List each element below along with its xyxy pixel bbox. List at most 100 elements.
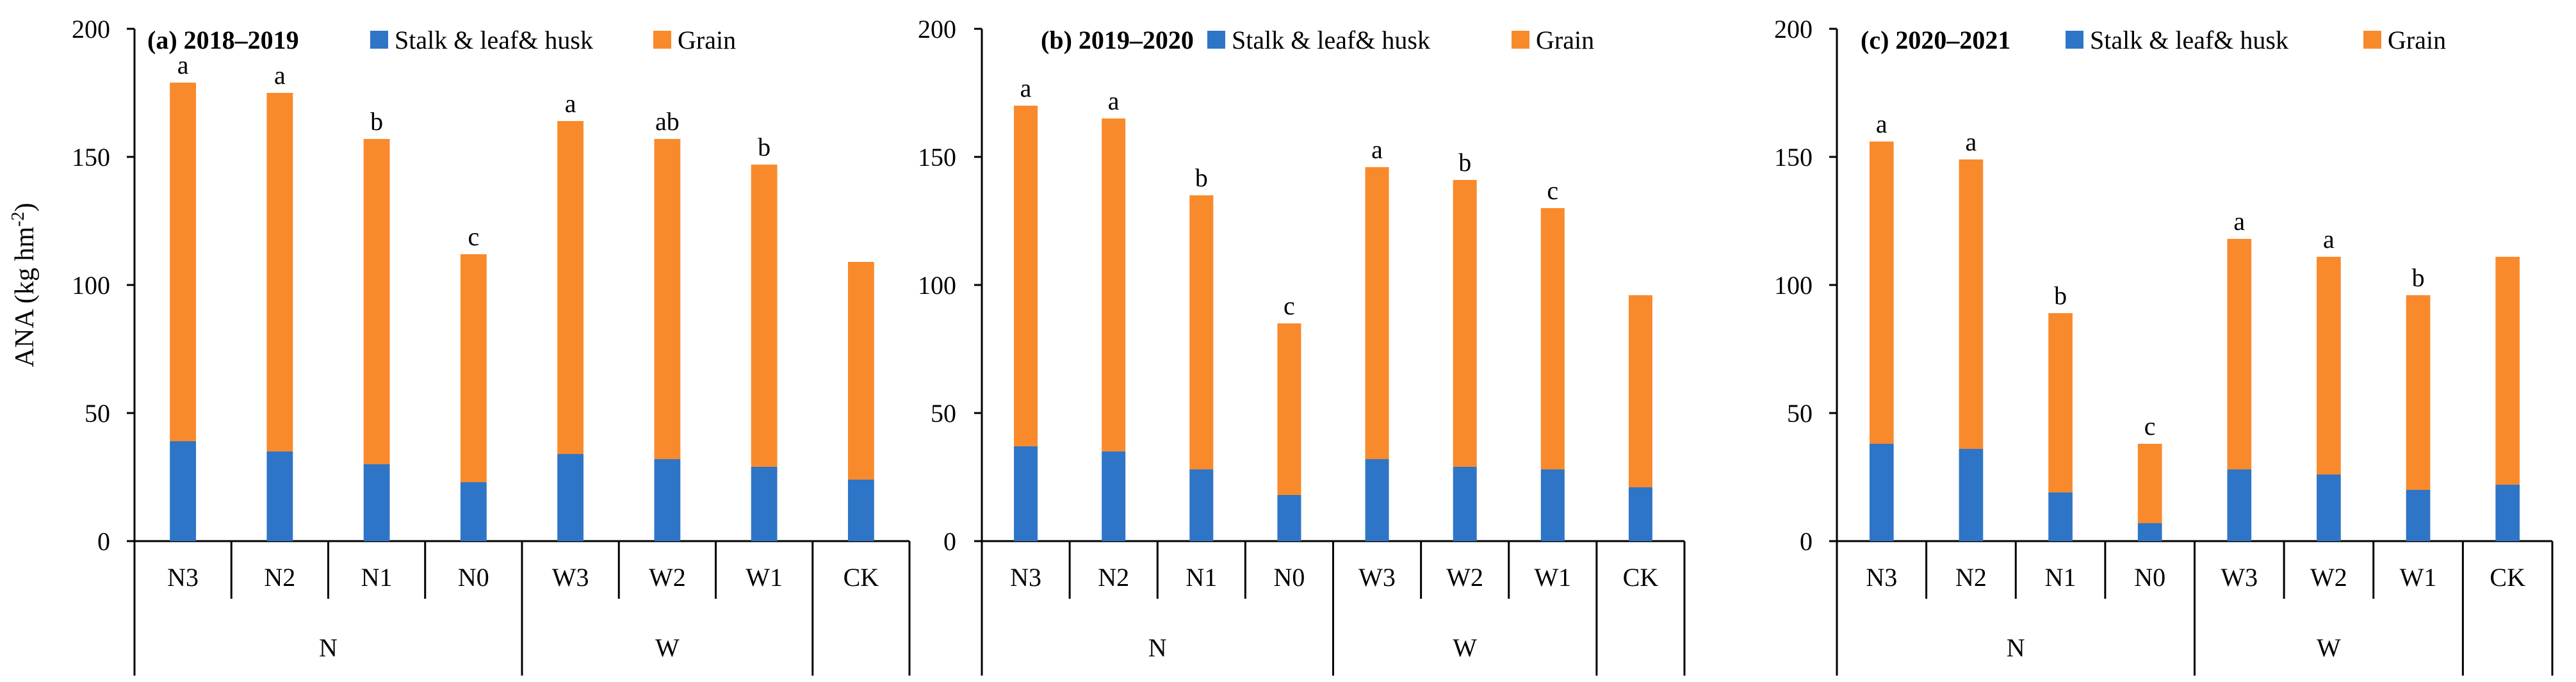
y-tick-label: 50 — [1787, 399, 1813, 428]
category-label: N0 — [2134, 563, 2165, 592]
significance-label: a — [1876, 110, 1887, 138]
bar-stalk-leaf-husk-n2 — [1102, 451, 1126, 541]
category-label: W2 — [2310, 563, 2347, 592]
bar-stalk-leaf-husk-n2 — [266, 451, 293, 541]
significance-label: b — [370, 107, 383, 136]
bar-grain-n0 — [2137, 444, 2162, 523]
y-tick-label: 100 — [918, 271, 956, 300]
y-tick-label: 150 — [72, 143, 110, 172]
category-label: W2 — [1446, 563, 1483, 592]
legend-label-stalk-leaf-husk: Stalk & leaf& husk — [1232, 26, 1430, 54]
category-label: N2 — [1098, 563, 1129, 592]
significance-label: c — [1547, 176, 1558, 205]
bar-stalk-leaf-husk-n1 — [1189, 469, 1214, 541]
group-label: W — [1453, 633, 1477, 662]
significance-label: a — [2233, 207, 2245, 236]
y-axis-title-close: ) — [10, 203, 40, 212]
bar-grain-w2 — [1453, 180, 1477, 467]
bar-grain-w3 — [2227, 239, 2252, 469]
category-label: N2 — [1955, 563, 1987, 592]
category-label: N3 — [167, 563, 199, 592]
bar-stalk-leaf-husk-w2 — [654, 459, 681, 541]
panel-label: (c) — [1861, 26, 1895, 54]
bar-stalk-leaf-husk-ck — [847, 480, 874, 541]
panel-year: 2018–2019 — [184, 26, 299, 54]
bar-grain-n3 — [1869, 142, 1894, 444]
chart-panel-1: 0 50 100 150 200 a N3 a N2 b N1 c N0 a W3 ab W2 b W1 CK N W (a… — [8, 15, 911, 676]
bar-grain-ck — [1628, 295, 1652, 487]
category-label: N1 — [2045, 563, 2076, 592]
legend-label-stalk-leaf-husk: Stalk & leaf& husk — [2090, 26, 2288, 54]
significance-label: a — [1020, 74, 1032, 102]
bar-stalk-leaf-husk-w3 — [2227, 469, 2252, 541]
category-label: N1 — [361, 563, 393, 592]
panel-year: 2020–2021 — [1895, 26, 2010, 54]
group-label: W — [2317, 633, 2341, 662]
group-label: N — [1148, 633, 1167, 662]
bar-grain-w3 — [557, 121, 584, 454]
significance-label: b — [758, 133, 770, 161]
significance-label: c — [1284, 291, 1295, 320]
bar-stalk-leaf-husk-n0 — [460, 482, 487, 541]
legend: Stalk & leaf& husk Grain — [2066, 26, 2446, 54]
bar-stalk-leaf-husk-w1 — [751, 467, 778, 541]
bar-stalk-leaf-husk-w3 — [1365, 459, 1389, 541]
legend: Stalk & leaf& husk Grain — [370, 26, 736, 54]
y-tick-label: 200 — [918, 15, 956, 44]
bar-stalk-leaf-husk-n3 — [1869, 444, 1894, 541]
significance-label: a — [2323, 225, 2335, 254]
category-label: W1 — [2400, 563, 2437, 592]
significance-label: c — [2144, 412, 2156, 441]
bar-grain-w1 — [751, 165, 778, 467]
significance-label: a — [274, 61, 286, 90]
bar-grain-n1 — [1189, 195, 1214, 469]
category-label: N3 — [1010, 563, 1041, 592]
y-tick-label: 50 — [85, 399, 110, 428]
panel-title: (b) 2019–2020 — [1041, 26, 1194, 54]
significance-label: a — [1371, 135, 1383, 164]
legend: Stalk & leaf& husk Grain — [1207, 26, 1594, 54]
category-label: N2 — [264, 563, 295, 592]
significance-label: a — [1966, 127, 1977, 156]
bar-grain-n3 — [1014, 106, 1038, 446]
category-label: W1 — [1534, 563, 1571, 592]
chart-panel-3: 0 50 100 150 200 a N3 a N2 b N1 c N0 a W3 a W2 b W1 CK N W (c)… — [1774, 15, 2554, 676]
group-label: N — [319, 633, 338, 662]
y-axis-title: ANA (kg hm-2) — [8, 203, 40, 368]
y-tick-label: 0 — [943, 527, 956, 556]
category-label: W1 — [746, 563, 783, 592]
legend-label-stalk-leaf-husk: Stalk & leaf& husk — [395, 26, 593, 54]
category-label: W3 — [1358, 563, 1396, 592]
category-label: N0 — [1273, 563, 1305, 592]
significance-label: ab — [655, 107, 680, 136]
y-tick-label: 100 — [72, 271, 110, 300]
category-label: CK — [2490, 563, 2525, 592]
y-tick-label: 100 — [1774, 271, 1813, 300]
bar-grain-n1 — [2048, 313, 2073, 492]
bar-stalk-leaf-husk-n0 — [1277, 495, 1301, 541]
bar-grain-n2 — [1959, 159, 1984, 449]
bar-grain-w3 — [1365, 167, 1389, 459]
category-label: N1 — [1186, 563, 1217, 592]
y-tick-label: 0 — [1800, 527, 1813, 556]
y-tick-label: 0 — [97, 527, 110, 556]
y-tick-label: 150 — [918, 143, 956, 172]
bar-grain-w1 — [1540, 208, 1565, 469]
category-label: CK — [1623, 563, 1659, 592]
bar-stalk-leaf-husk-w2 — [1453, 467, 1477, 541]
chart-panel-2: 0 50 100 150 200 a N3 a N2 b N1 c N0 a W3 b W2 c W1 CK N W (b)… — [918, 15, 1686, 676]
category-label: N3 — [1866, 563, 1897, 592]
bar-stalk-leaf-husk-n2 — [1959, 449, 1984, 541]
bar-grain-w2 — [654, 139, 681, 459]
bar-stalk-leaf-husk-n1 — [363, 464, 390, 541]
legend-swatch-grain — [653, 31, 671, 49]
category-label: W3 — [2221, 563, 2258, 592]
panel-label: (b) — [1041, 26, 1079, 54]
bar-stalk-leaf-husk-n3 — [170, 441, 197, 541]
bar-grain-n0 — [460, 254, 487, 482]
bar-stalk-leaf-husk-w1 — [2406, 490, 2431, 541]
bar-grain-n3 — [170, 83, 197, 441]
bar-stalk-leaf-husk-w1 — [1540, 469, 1565, 541]
legend-swatch-grain — [1512, 31, 1529, 49]
